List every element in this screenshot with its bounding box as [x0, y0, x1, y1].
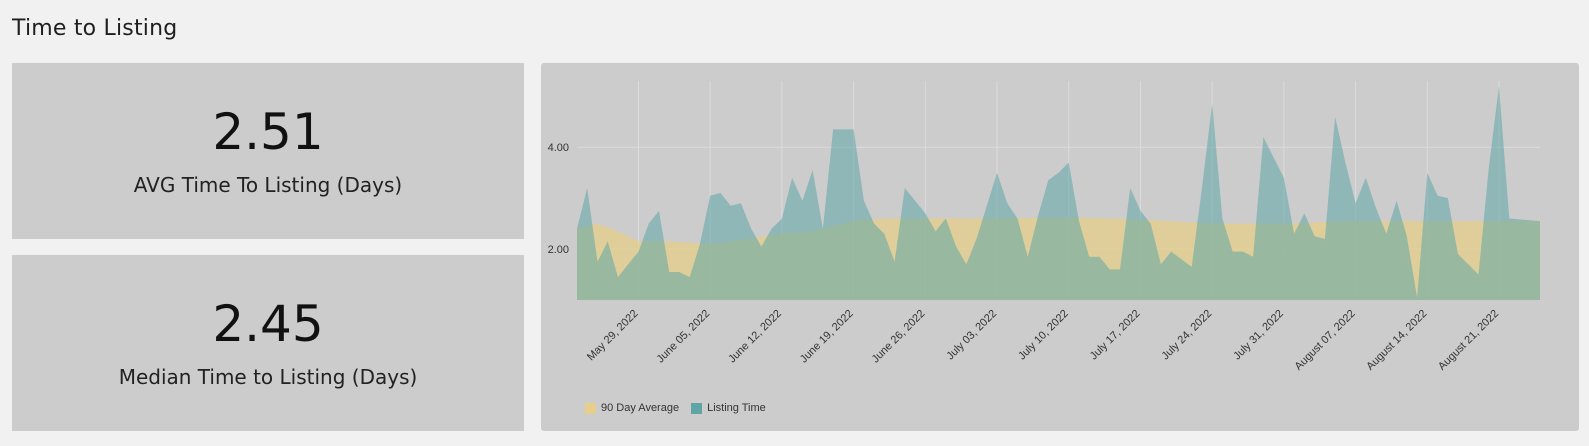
x-tick-label: June 05, 2022 [655, 308, 713, 366]
x-tick-label: May 29, 2022 [585, 308, 641, 364]
x-tick-label: June 12, 2022 [726, 308, 784, 366]
x-tick-label: July 31, 2022 [1231, 308, 1286, 363]
avg-time-to-listing-label: AVG Time To Listing (Days) [133, 173, 403, 197]
page-title: Time to Listing [12, 16, 178, 41]
x-tick-label: August 14, 2022 [1364, 308, 1429, 373]
x-tick-label: August 21, 2022 [1436, 308, 1501, 373]
chart-legend: 90 Day Average Listing Time [585, 402, 766, 414]
median-time-to-listing-card: 2.45 Median Time to Listing (Days) [12, 255, 524, 431]
median-time-to-listing-label: Median Time to Listing (Days) [118, 365, 418, 389]
avg-time-to-listing-card: 2.51 AVG Time To Listing (Days) [12, 63, 524, 239]
time-to-listing-chart: 2.00 4.00 May 29, 2022 June 05, 2022 June 12… [541, 63, 1579, 431]
median-time-to-listing-value: 2.45 [212, 295, 324, 353]
x-tick-label: July 24, 2022 [1160, 308, 1215, 363]
legend-label-90-day-average: 90 Day Average [601, 402, 680, 414]
legend-item-listing-time[interactable]: Listing Time [691, 402, 766, 414]
legend-swatch-listing-time [691, 402, 703, 414]
x-tick-label: July 10, 2022 [1016, 308, 1071, 363]
y-tick-label: 4.00 [548, 142, 569, 154]
chart-svg: 2.00 4.00 May 29, 2022 June 05, 2022 June 12… [548, 81, 1540, 373]
x-tick-label: June 26, 2022 [870, 308, 928, 366]
series-area-listing-time[interactable] [577, 86, 1540, 300]
x-tick-label: July 17, 2022 [1088, 308, 1143, 363]
x-tick-label: July 03, 2022 [944, 308, 999, 363]
avg-time-to-listing-value: 2.51 [212, 103, 324, 161]
y-tick-label: 2.00 [548, 244, 569, 256]
legend-swatch-90-day-average [585, 402, 596, 414]
legend-item-90-day-average[interactable]: 90 Day Average [585, 402, 679, 414]
x-tick-label: August 07, 2022 [1293, 308, 1358, 373]
x-tick-label: June 19, 2022 [798, 308, 856, 366]
legend-label-listing-time: Listing Time [707, 402, 766, 414]
